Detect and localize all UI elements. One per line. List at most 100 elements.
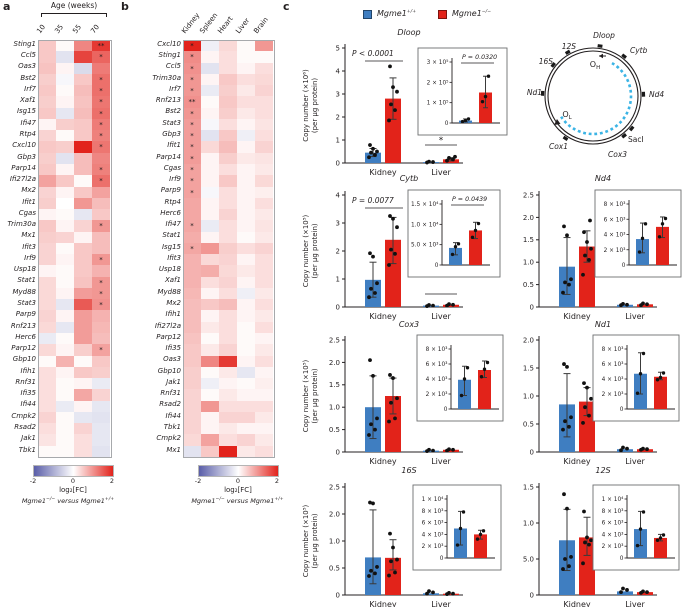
heatmap-cell <box>255 265 273 277</box>
inset-tick-label: 4 × 10³ <box>604 232 627 239</box>
heatmap-cell <box>38 197 56 210</box>
heatmap-cell <box>74 366 92 379</box>
legend-label-wt: Mgme1+/+ <box>377 9 416 19</box>
heatmap-cell <box>92 209 110 221</box>
heatmap-cell: * <box>183 152 201 164</box>
heatmap-cell <box>38 445 56 457</box>
heatmap-cell <box>255 51 273 63</box>
inset-tick-label: 2 × 10³ <box>422 543 445 550</box>
heatmap-cell <box>237 209 255 221</box>
heatmap-cell <box>56 118 74 131</box>
data-point <box>371 254 375 259</box>
inset-point <box>635 391 640 395</box>
heatmap-cell <box>219 434 237 446</box>
gene-label: Rtp4 <box>19 129 36 138</box>
chart-title: 12S <box>595 466 610 475</box>
heatmap-cell <box>201 51 219 63</box>
inset-point <box>660 222 665 226</box>
heatmap-cell <box>255 186 273 198</box>
heatmap-cell <box>201 130 219 142</box>
x-group-label: Kidney <box>369 312 397 321</box>
heatmap-cell <box>74 220 92 232</box>
data-point <box>621 586 625 591</box>
p-value: P < 0.0001 <box>352 49 394 58</box>
heatmap-cell <box>183 287 201 300</box>
heatmap-cell <box>219 254 237 266</box>
heatmap-cell <box>237 141 255 153</box>
y-tick-label: 1.0 <box>329 537 340 545</box>
heatmap-cell <box>74 141 92 153</box>
heatmap-cell <box>38 175 56 187</box>
gene-label: Parp9 <box>160 186 181 195</box>
heatmap-cell <box>183 400 201 412</box>
heatmap-cell <box>237 242 255 255</box>
heatmap-cell <box>74 423 92 435</box>
heatmap-cell: * <box>183 40 201 52</box>
gene-label: Gbp10 <box>157 366 181 375</box>
heatmap-cell <box>237 299 255 311</box>
gene-label: Usp18 <box>158 265 181 274</box>
heatmap-cell: * <box>92 85 110 97</box>
heatmap-cell <box>219 62 237 74</box>
heatmap-cell: * <box>92 276 110 288</box>
gene-label: Rsad2 <box>14 422 36 431</box>
heatmap-cell <box>219 355 237 367</box>
gene-label: Rnf213 <box>155 96 181 105</box>
y-tick-label: 0 <box>530 591 534 599</box>
gene-label: Mx1 <box>166 445 181 454</box>
inset-point <box>485 360 490 365</box>
heatmap-cell <box>92 62 110 74</box>
age-bracket <box>41 13 107 17</box>
inset-point <box>483 94 488 99</box>
heatmap-cell <box>183 310 201 322</box>
inset-point <box>641 351 646 356</box>
map-gene-label: Cox1 <box>549 142 568 151</box>
heatmap-cell <box>38 220 56 232</box>
heatmap-cell <box>183 197 201 210</box>
y-tick-label: 2.0 <box>329 359 340 367</box>
y-tick-label: 0.5 <box>329 426 340 434</box>
heatmap-cell <box>255 287 273 300</box>
chart-cox3: Cox3 2.5 2.0 1.5 1.0 0.5 0 Copy number (×10⁵) (p… <box>302 320 504 466</box>
heatmap-cell <box>38 434 56 446</box>
data-point <box>445 158 449 163</box>
heatmap-cell <box>237 220 255 232</box>
heatmap-cell <box>201 265 219 277</box>
heatmap-cell <box>201 333 219 345</box>
genotype-ko-sup: −/− <box>481 9 492 15</box>
panel-c-label: c <box>283 0 290 13</box>
data-point <box>451 591 455 596</box>
y-tick-label: 3 <box>336 219 340 227</box>
inset-tick-label: 0 <box>435 263 439 269</box>
gene-label: Stat3 <box>162 118 181 127</box>
data-point <box>431 303 435 308</box>
heatmap-cell <box>38 152 56 164</box>
inset-tick-label: 4 × 10³ <box>602 376 625 383</box>
data-point <box>371 146 375 151</box>
inset-point <box>476 221 481 226</box>
heatmap-cell: * <box>92 96 110 108</box>
inset-point <box>640 236 645 241</box>
y-tick-label: 1.5 <box>523 483 534 491</box>
gene-label: Tbk1 <box>163 422 181 431</box>
heatmap-cell <box>201 163 219 176</box>
gene-label: Ifi35 <box>20 389 37 398</box>
gene-label: Parp14 <box>156 152 181 161</box>
heatmap-cell <box>255 242 273 255</box>
heatmap-cell <box>219 333 237 345</box>
gene-label: Parp14 <box>11 163 36 172</box>
heatmap-cell <box>56 400 74 412</box>
heatmap-cell <box>201 423 219 435</box>
heatmap-cell <box>219 186 237 198</box>
inset-tick-label: 6 × 10³ <box>604 216 627 223</box>
inset-point <box>456 242 461 246</box>
inset-tick-label: 3 × 10⁵ <box>427 59 450 66</box>
inset-point <box>470 235 475 240</box>
heatmap-cell <box>255 209 273 221</box>
gene-marker <box>550 62 556 68</box>
inset-point <box>462 377 467 381</box>
data-point <box>563 557 567 561</box>
y-tick-label: 0 <box>336 303 340 311</box>
heatmap-cell <box>74 310 92 322</box>
data-point <box>585 240 589 244</box>
